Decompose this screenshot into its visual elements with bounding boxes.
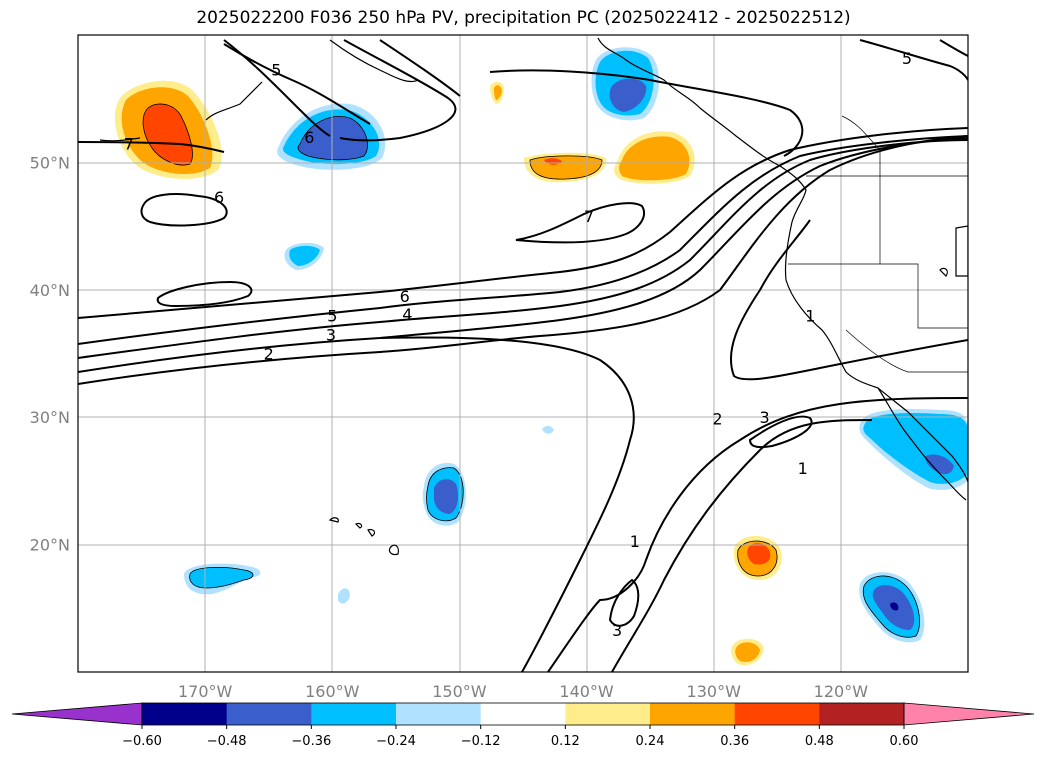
longitude-tick-label: 150°W xyxy=(432,682,487,701)
pv-contour-3 xyxy=(78,137,968,373)
colorbar-tick-label: 0.48 xyxy=(805,734,834,749)
precip-pc-anomaly xyxy=(619,136,690,181)
pv-contour-label: 5 xyxy=(327,306,337,325)
pv-contours xyxy=(78,39,968,672)
chart-title: 2025022200 F036 250 hPa PV, precipitatio… xyxy=(196,8,851,28)
precip-pc-anomaly xyxy=(143,103,193,166)
pv-contour-label: 6 xyxy=(400,287,410,306)
pv-contour-5 xyxy=(859,39,968,81)
coastlines xyxy=(99,37,968,556)
colorbar-bin xyxy=(565,703,651,725)
longitude-tick-label: 140°W xyxy=(559,682,614,701)
pv-contour-label: 2 xyxy=(712,409,722,428)
colorbar-tick-label: −0.24 xyxy=(376,734,416,749)
pv-contour-1 xyxy=(379,336,635,672)
pv-contour-5 xyxy=(78,135,968,345)
colorbar: −0.60 −0.48 −0.36 −0.24 −0.12 0.12 0.24 0.36 0.4… xyxy=(11,702,1035,749)
precip-pc-anomaly xyxy=(925,454,954,475)
pv-contour-label: 1 xyxy=(805,306,815,325)
pv-contour-6 xyxy=(379,39,461,97)
pv-contour-label: 5 xyxy=(271,60,281,79)
pv-contour-3 xyxy=(748,415,813,449)
colorbar-bin xyxy=(480,703,566,725)
colorbar-bin xyxy=(226,703,312,725)
precip-pc-shading xyxy=(114,47,968,666)
pv-contour-3 xyxy=(608,578,640,627)
colorbar-bin xyxy=(650,703,736,725)
colorbar-tick-label: 0.36 xyxy=(720,734,749,749)
pv-contour-label: 3 xyxy=(326,325,336,344)
latitude-tick-label: 20°N xyxy=(30,536,70,555)
pv-contour-label: 6 xyxy=(214,188,224,207)
longitude-tick-label: 170°W xyxy=(178,682,233,701)
colorbar-tick-label: 0.24 xyxy=(636,734,665,749)
colorbar-bin xyxy=(819,703,905,725)
precip-pc-anomaly xyxy=(494,85,502,100)
precip-pc-anomaly xyxy=(298,116,368,160)
pv-contour-label: 2 xyxy=(264,345,274,364)
plot-frame xyxy=(77,34,969,673)
precip-pc-anomaly xyxy=(289,245,320,266)
colorbar-tick-label: 0.60 xyxy=(890,734,919,749)
colorbar-extend-high xyxy=(903,702,1035,726)
precip-pc-outlines xyxy=(142,103,920,638)
pv-contour-label: 1 xyxy=(798,459,808,478)
longitude-tick-label: 130°W xyxy=(687,682,742,701)
colorbar-tick-label: −0.60 xyxy=(122,734,162,749)
precip-pc-anomaly xyxy=(609,78,647,112)
pv-contour-5 xyxy=(156,280,253,308)
precip-pc-anomaly xyxy=(890,602,899,611)
gridlines xyxy=(78,35,968,672)
pv-contour-label: 7 xyxy=(584,207,594,226)
pv-contour-7 xyxy=(78,141,225,153)
pv-contour-2 xyxy=(78,135,968,385)
colorbar-bin xyxy=(311,703,397,725)
latitude-tick-label: 30°N xyxy=(30,408,70,427)
borders xyxy=(788,115,968,373)
colorbar-bin xyxy=(142,703,228,725)
pv-contour-6 xyxy=(939,39,968,57)
longitude-tick-label: 120°W xyxy=(814,682,869,701)
pv-contour-4 xyxy=(78,139,968,359)
pv-contour-label: 7 xyxy=(124,134,134,153)
precip-pc-anomaly xyxy=(434,479,458,514)
pv-contour-5 xyxy=(223,43,371,125)
pv-contour-1 xyxy=(547,397,968,672)
pv-contour-label: 3 xyxy=(612,621,622,640)
pv-contour-7 xyxy=(515,202,645,244)
precip-pc-anomaly xyxy=(338,588,350,604)
precip-pc-anomaly xyxy=(542,426,554,434)
latitude-tick-label: 40°N xyxy=(30,281,70,300)
colorbar-tick-label: −0.48 xyxy=(207,734,247,749)
colorbar-tick-label: −0.12 xyxy=(461,734,501,749)
colorbar-bin xyxy=(396,703,482,725)
pv-contour-label: 5 xyxy=(902,49,912,68)
pv-contour-6 xyxy=(140,193,228,227)
colorbar-frame xyxy=(141,702,905,726)
pv-contour-label: 6 xyxy=(304,128,314,147)
latitude-tick-label: 50°N xyxy=(30,153,70,172)
pv-contour-1 xyxy=(729,219,968,381)
colorbar-extend-low xyxy=(11,702,143,726)
colorbar-tick-label: 0.12 xyxy=(551,734,580,749)
longitude-tick-labels: 170°W 160°W 150°W 140°W 130°W 120°W xyxy=(178,682,868,701)
latitude-tick-labels: 20°N 30°N 40°N 50°N xyxy=(30,153,70,554)
precip-pc-anomaly xyxy=(747,543,771,565)
precip-pc-anomaly xyxy=(735,642,760,662)
colorbar-tick-label: −0.36 xyxy=(291,734,331,749)
pv-contour-label: 4 xyxy=(402,305,412,324)
pv-contour-label: 1 xyxy=(630,532,640,551)
colorbar-bin xyxy=(734,703,820,725)
pv-contour-5 xyxy=(489,69,804,157)
pv-contour-6 xyxy=(78,127,968,319)
pv-contour-labels: 1 1 1 2 2 3 3 3 4 5 5 5 6 6 6 7 7 xyxy=(124,49,912,640)
longitude-tick-label: 160°W xyxy=(305,682,360,701)
pv-contour-6 xyxy=(339,39,457,142)
pv-contour-label: 3 xyxy=(759,408,769,427)
